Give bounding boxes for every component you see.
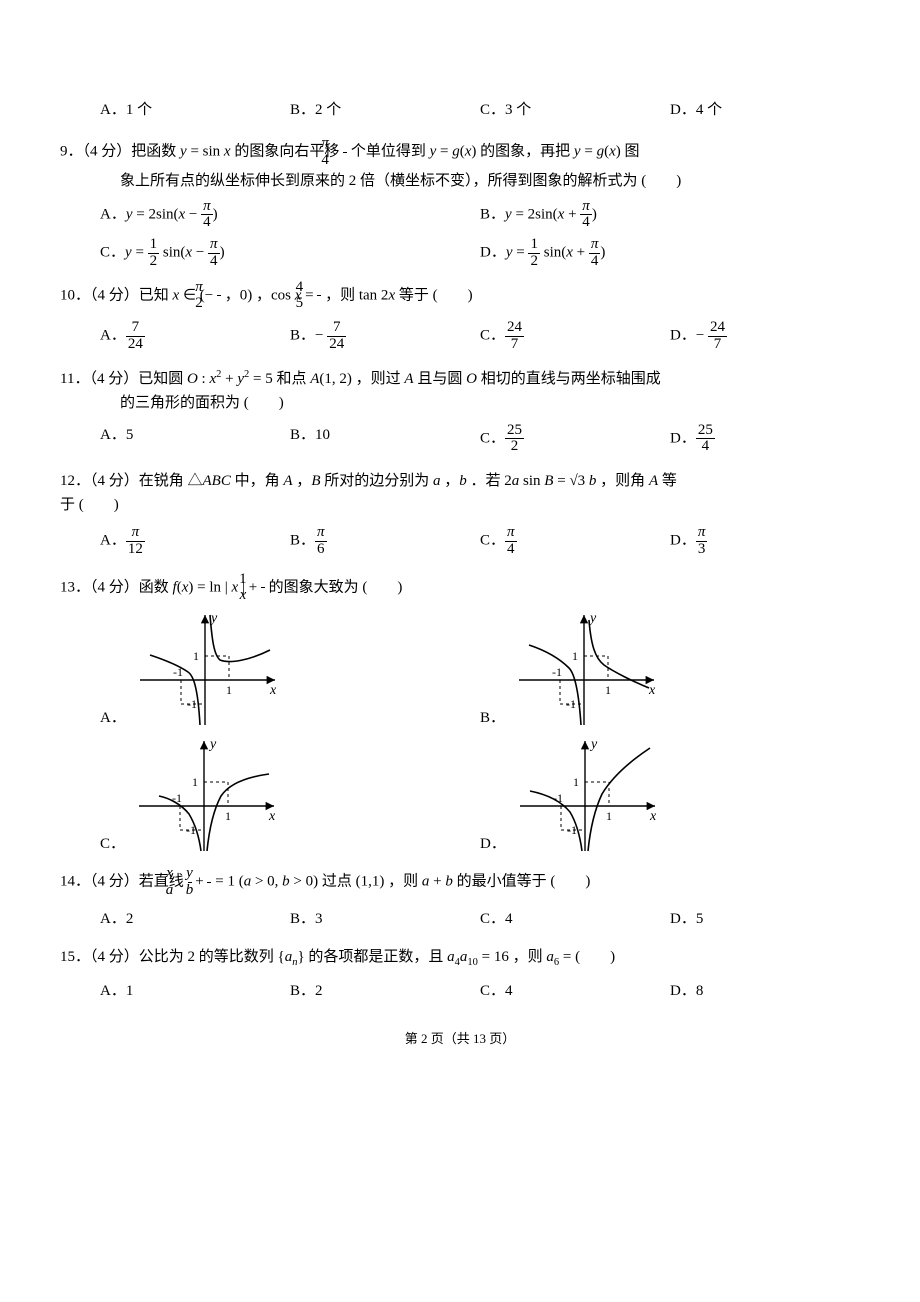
q9-stem-l2: 象上所有点的纵坐标伸长到原来的 2 倍（横坐标不变），所得到图象的解析式为 ( … [60, 169, 860, 193]
svg-text:1: 1 [605, 683, 611, 697]
q9-opt-d: D．y = 12 sin(x + π4) [480, 237, 860, 270]
q9-opt-c: C．y = 12 sin(x − π4) [100, 237, 480, 270]
svg-text:1: 1 [573, 775, 579, 789]
q8-opt-a: A．1 个 [100, 98, 290, 122]
q12: 12．（4 分）在锐角 △ABC 中，角 A ，B 所对的边分别为 a ，b ．… [60, 469, 860, 558]
q13-graph-b: -1 1 1 -1 x y [509, 610, 659, 730]
q10-opt-d: D．− 247 [670, 320, 860, 353]
q14-stem: 14．（4 分）若直线 xa + yb = 1 (a > 0, b > 0) 过… [60, 866, 860, 899]
q12-opt-d: D．π3 [670, 525, 860, 558]
q13-stem: 13．（4 分）函数 f(x) = ln | x | + 1x 的图象大致为 (… [60, 572, 860, 605]
q13-label-d: D． [480, 832, 506, 856]
q14-opt-b: B．3 [290, 907, 480, 931]
svg-text:-1: -1 [566, 697, 576, 711]
q13: 13．（4 分）函数 f(x) = ln | x | + 1x 的图象大致为 (… [60, 572, 860, 857]
q15: 15．（4 分）公比为 2 的等比数列 {an} 的各项都是正数，且 a4a10… [60, 945, 860, 1004]
q8-opt-c: C．3 个 [480, 98, 670, 122]
q11-opt-c: C．252 [480, 423, 670, 456]
q8-options: A．1 个 B．2 个 C．3 个 D．4 个 [60, 98, 860, 122]
q11: 11．（4 分）已知圆 O : x2 + y2 = 5 和点 A(1, 2) ，… [60, 367, 860, 456]
q11-opt-b: B．10 [290, 423, 480, 456]
svg-text:-1: -1 [553, 791, 563, 805]
q13-label-a: A． [100, 706, 126, 730]
svg-text:1: 1 [225, 809, 231, 823]
svg-text:-1: -1 [567, 823, 577, 837]
q13-graph-a-cell: A． -1 1 1 -1 x y [100, 610, 480, 730]
svg-text:x: x [269, 683, 277, 698]
q15-opt-d: D．8 [670, 979, 860, 1003]
q10-opt-b: B．− 724 [290, 320, 480, 353]
q10: 10．（4 分）已知 x ∈ (− π2 ，0) ，cos x = 45 ，则 … [60, 280, 860, 353]
q15-opt-b: B．2 [290, 979, 480, 1003]
svg-text:y: y [589, 737, 598, 752]
svg-text:x: x [268, 809, 276, 824]
q14: 14．（4 分）若直线 xa + yb = 1 (a > 0, b > 0) 过… [60, 866, 860, 931]
svg-text:1: 1 [606, 809, 612, 823]
q11-opt-d: D．254 [670, 423, 860, 456]
q13-graph-b-cell: B． -1 1 1 -1 x y [480, 610, 860, 730]
q15-stem: 15．（4 分）公比为 2 的等比数列 {an} 的各项都是正数，且 a4a10… [60, 945, 860, 972]
q12-stem-l2: 于 ( ) [60, 493, 860, 517]
svg-text:-1: -1 [173, 665, 183, 679]
svg-text:-1: -1 [552, 665, 562, 679]
q12-opt-c: C．π4 [480, 525, 670, 558]
q9: 9．（4 分）把函数 y = sin x 的图象向右平移 π4 个单位得到 y … [60, 136, 860, 270]
q12-opt-a: A．π12 [100, 525, 290, 558]
q9-opt-a: A．y = 2sin(x − π4) [100, 199, 480, 232]
q9-stem-l1: 9．（4 分）把函数 y = sin x 的图象向右平移 π4 个单位得到 y … [60, 136, 860, 169]
q13-graph-d-cell: D． -1 1 1 -1 x y [480, 736, 860, 856]
q9-opt-b: B．y = 2sin(x + π4) [480, 199, 860, 232]
page-footer: 第 2 页（共 13 页） [60, 1029, 860, 1050]
svg-text:1: 1 [572, 649, 578, 663]
svg-text:1: 1 [193, 649, 199, 663]
q11-stem-l2: 的三角形的面积为 ( ) [60, 391, 860, 415]
svg-text:y: y [208, 737, 217, 752]
svg-text:-1: -1 [186, 823, 196, 837]
q14-opt-d: D．5 [670, 907, 860, 931]
q14-opt-a: A．2 [100, 907, 290, 931]
q11-opt-a: A．5 [100, 423, 290, 456]
svg-text:y: y [209, 611, 218, 626]
q8-opt-d: D．4 个 [670, 98, 860, 122]
q13-graph-c: -1 1 1 -1 x y [129, 736, 279, 856]
svg-text:x: x [649, 809, 657, 824]
q10-stem: 10．（4 分）已知 x ∈ (− π2 ，0) ，cos x = 45 ，则 … [60, 280, 860, 313]
q15-opt-c: C．4 [480, 979, 670, 1003]
q13-label-c: C． [100, 832, 125, 856]
q13-graph-a: -1 1 1 -1 x y [130, 610, 280, 730]
q11-stem-l1: 11．（4 分）已知圆 O : x2 + y2 = 5 和点 A(1, 2) ，… [60, 367, 860, 391]
q13-label-b: B． [480, 706, 505, 730]
q15-opt-a: A．1 [100, 979, 290, 1003]
svg-text:y: y [588, 611, 597, 626]
q13-graph-c-cell: C． -1 1 1 -1 x y [100, 736, 480, 856]
q10-opt-a: A．724 [100, 320, 290, 353]
svg-text:1: 1 [226, 683, 232, 697]
q14-opt-c: C．4 [480, 907, 670, 931]
q12-stem-l1: 12．（4 分）在锐角 △ABC 中，角 A ，B 所对的边分别为 a ，b ．… [60, 469, 860, 493]
svg-text:1: 1 [192, 775, 198, 789]
q8-opt-b: B．2 个 [290, 98, 480, 122]
svg-text:-1: -1 [187, 697, 197, 711]
svg-text:-1: -1 [172, 791, 182, 805]
q10-opt-c: C．247 [480, 320, 670, 353]
svg-text:x: x [648, 683, 656, 698]
q13-graph-d: -1 1 1 -1 x y [510, 736, 660, 856]
q12-opt-b: B．π6 [290, 525, 480, 558]
